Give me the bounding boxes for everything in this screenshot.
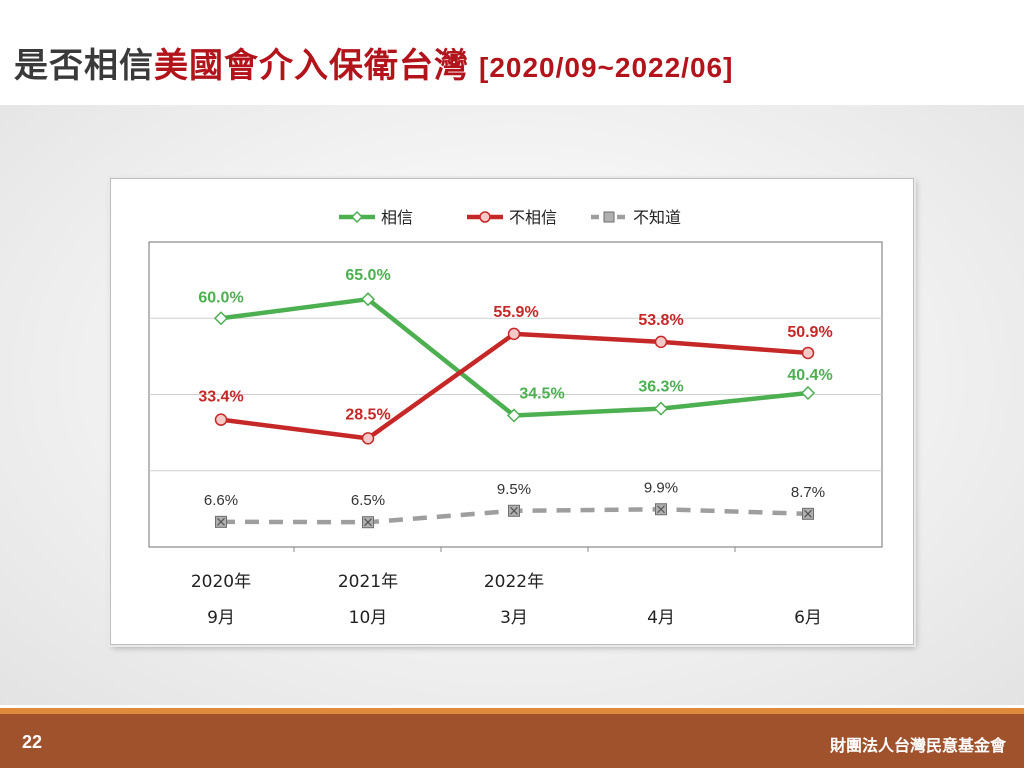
data-label: 34.5% <box>519 385 564 402</box>
slide-title: 是否相信美國會介入保衛台灣 [2020/09~2022/06] <box>14 38 733 87</box>
line-chart: 相信 不相信 不知道 60.0% 65.0% 34.5% 36.3% 40.4% 33.4% 2… <box>148 208 883 628</box>
data-label: 65.0% <box>345 267 390 284</box>
unknown-marker <box>215 515 227 528</box>
chart-legend: 相信 不相信 不知道 <box>339 208 681 227</box>
legend-label: 相信 <box>381 208 413 227</box>
believe-marker <box>506 408 522 423</box>
data-label: 9.5% <box>497 481 531 498</box>
footer-bar: 22 財團法人台灣民意基金會 <box>0 714 1024 768</box>
believe-marker <box>213 311 229 326</box>
not-believe-marker <box>801 346 815 360</box>
not-believe-marker <box>507 327 521 341</box>
organization-name: 財團法人台灣民意基金會 <box>829 736 1006 755</box>
believe-marker <box>360 292 376 307</box>
not-believe-marker <box>214 413 228 426</box>
category-month-label: 3月 <box>500 608 528 628</box>
data-labels: 60.0% 65.0% 34.5% 36.3% 40.4% 33.4% 28.5% 55.9%… <box>198 267 832 509</box>
category-year-label: 2022年 <box>484 572 544 592</box>
data-label: 28.5% <box>345 406 390 423</box>
unknown-marker <box>655 503 667 516</box>
legend-item: 相信 <box>339 208 413 227</box>
legend-label: 不相信 <box>509 208 557 227</box>
chart-frame: 相信 不相信 不知道 60.0% 65.0% 34.5% 36.3% 40.4% 33.4% 2… <box>110 178 914 645</box>
unknown-marker-cross <box>804 509 812 518</box>
unknown-marker-cross <box>657 505 665 514</box>
data-label: 9.9% <box>644 479 678 496</box>
category-year-label: 2020年 <box>191 572 251 592</box>
category-month-label: 10月 <box>349 608 388 628</box>
x-axis-ticks <box>293 547 736 552</box>
title-accent: 美國會介入保衛台灣 <box>154 46 469 86</box>
unknown-marker <box>508 504 520 517</box>
unknown-marker <box>802 507 814 520</box>
x-axis-categories: 2020年 9月 2021年 10月 2022年 3月 4月 6月 <box>191 572 822 628</box>
data-label: 50.9% <box>787 324 832 341</box>
data-label: 53.8% <box>638 312 683 329</box>
series-layer <box>213 292 816 529</box>
legend-marker <box>603 211 615 223</box>
not-believe-marker <box>654 335 668 349</box>
unknown-marker <box>362 516 374 529</box>
legend-item: 不相信 <box>467 208 557 227</box>
unknown-marker-cross <box>364 518 372 527</box>
legend-label: 不知道 <box>633 208 681 227</box>
believe-marker <box>800 385 816 401</box>
category-month-label: 9月 <box>207 608 235 628</box>
title-plain: 是否相信 <box>14 46 154 86</box>
grid-lines <box>149 317 882 472</box>
data-label: 36.3% <box>638 379 683 396</box>
title-date-range: [2020/09~2022/06] <box>479 52 734 83</box>
not-believe-marker <box>361 432 375 445</box>
legend-item: 不知道 <box>591 208 681 227</box>
data-label: 33.4% <box>198 389 243 406</box>
data-label: 55.9% <box>493 304 538 321</box>
category-month-label: 4月 <box>647 608 675 628</box>
footer-accent-line <box>0 708 1024 714</box>
page-number: 22 <box>22 732 43 752</box>
data-label: 6.5% <box>351 492 385 509</box>
legend-marker <box>479 211 491 223</box>
category-month-label: 6月 <box>794 608 822 628</box>
category-year-label: 2021年 <box>338 572 398 592</box>
data-label: 60.0% <box>198 289 243 306</box>
legend-marker <box>350 210 364 224</box>
data-label: 6.6% <box>204 492 238 509</box>
unknown-marker-cross <box>217 517 225 526</box>
believe-marker <box>653 401 669 416</box>
data-label: 8.7% <box>791 484 825 501</box>
data-label: 40.4% <box>787 367 832 384</box>
unknown-marker-cross <box>510 506 518 515</box>
